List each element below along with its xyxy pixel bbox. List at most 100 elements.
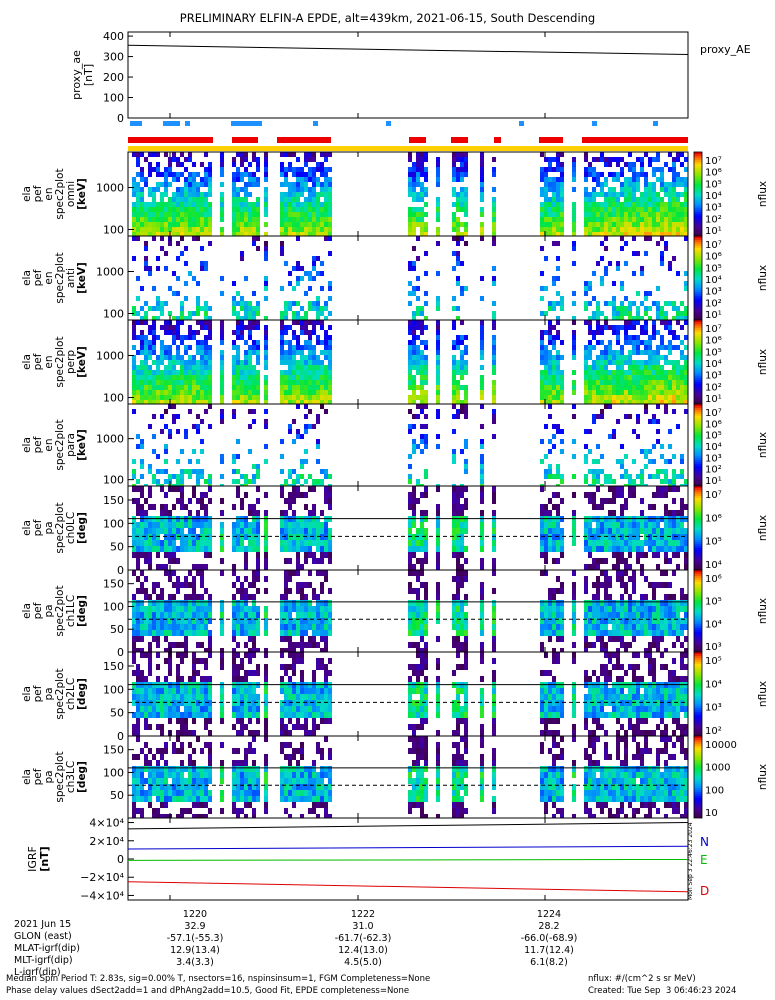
spectrogram-cell bbox=[168, 157, 172, 162]
spectrogram-cell bbox=[420, 409, 424, 414]
spectrogram-cell bbox=[152, 316, 156, 321]
spectrogram-cell bbox=[252, 236, 256, 241]
spectrogram-cell bbox=[148, 217, 152, 222]
spectrogram-cell bbox=[188, 192, 192, 197]
spectrogram-cell bbox=[300, 276, 304, 281]
spectrogram-cell bbox=[200, 570, 204, 576]
spectrogram-cell bbox=[656, 469, 660, 474]
colorbar-cell bbox=[694, 482, 702, 484]
spectrogram-cell bbox=[540, 395, 544, 400]
spectrogram-cell bbox=[152, 370, 156, 375]
spectrogram-cell bbox=[644, 152, 648, 157]
colorbar-cell bbox=[694, 188, 702, 190]
spectrogram-cell bbox=[612, 498, 616, 504]
spectrogram-cell bbox=[492, 316, 496, 321]
spectrogram-cell bbox=[680, 212, 684, 217]
spectrogram-cell bbox=[628, 479, 632, 484]
spectrogram-cell bbox=[616, 375, 620, 380]
spectrogram-cell bbox=[204, 370, 208, 375]
spectrogram-cell bbox=[408, 429, 412, 434]
spectrogram-cell bbox=[480, 648, 484, 654]
spectrogram-cell bbox=[412, 546, 416, 552]
spectrogram-cell bbox=[160, 400, 164, 405]
spectrogram-cell bbox=[424, 227, 428, 232]
spectrogram-cell bbox=[148, 162, 152, 167]
spectrogram-cell bbox=[600, 370, 604, 375]
spectrogram-cell bbox=[588, 350, 592, 355]
spectrogram-cell bbox=[452, 365, 456, 370]
spectrogram-cell bbox=[412, 192, 416, 197]
spectrogram-cell bbox=[164, 172, 168, 177]
spectrogram-cell bbox=[288, 345, 292, 350]
spectrogram-cell bbox=[176, 187, 180, 192]
colorbar-cell bbox=[694, 536, 702, 538]
spectrogram-cell bbox=[436, 385, 440, 390]
spectrogram-cell bbox=[420, 330, 424, 335]
spectrogram-cell bbox=[456, 522, 460, 528]
spectrogram-cell bbox=[248, 192, 252, 197]
spectrogram-cell bbox=[308, 365, 312, 370]
spectrogram-cell bbox=[312, 172, 316, 177]
spectrogram-cell bbox=[624, 202, 628, 207]
spectrogram-cell bbox=[460, 167, 464, 172]
spectrogram-cell bbox=[408, 504, 412, 510]
spectrogram-cell bbox=[176, 355, 180, 360]
colorbar-cell bbox=[694, 508, 702, 510]
spectrogram-cell bbox=[328, 197, 332, 202]
spectrogram-cell bbox=[680, 474, 684, 479]
spectrogram-cell bbox=[676, 197, 680, 202]
y-axis-label-line: [keV] bbox=[76, 429, 88, 461]
spectrogram-cell bbox=[644, 202, 648, 207]
spectrogram-cell bbox=[436, 606, 440, 612]
spectrogram-cell bbox=[464, 558, 468, 564]
spectrogram-cell bbox=[584, 400, 588, 405]
spectrogram-cell bbox=[608, 522, 612, 528]
spectrogram-cell bbox=[296, 276, 300, 281]
spectrogram-cell bbox=[300, 316, 304, 321]
spectrogram-cell bbox=[200, 576, 204, 582]
spectrogram-cell bbox=[680, 222, 684, 227]
spectrogram-cell bbox=[244, 316, 248, 321]
spectrogram-cell bbox=[620, 167, 624, 172]
spectrogram-cell bbox=[304, 187, 308, 192]
spectrogram-cell bbox=[248, 370, 252, 375]
spectrogram-cell bbox=[456, 642, 460, 648]
spectrogram-cell bbox=[328, 486, 332, 492]
spectrogram-cell bbox=[584, 350, 588, 355]
spectrogram-cell bbox=[180, 582, 184, 588]
colorbar-cell bbox=[694, 336, 702, 338]
spectrogram-cell bbox=[144, 606, 148, 612]
spectrogram-cell bbox=[640, 197, 644, 202]
spectrogram-cell bbox=[288, 227, 292, 232]
spectrogram-cell bbox=[280, 618, 284, 624]
spectrogram-cell bbox=[256, 385, 260, 390]
spectrogram-cell bbox=[420, 546, 424, 552]
spectrogram-cell bbox=[464, 335, 468, 340]
spectrogram-cell bbox=[140, 612, 144, 618]
spectrogram-cell bbox=[292, 606, 296, 612]
spectrogram-cell bbox=[680, 395, 684, 400]
spectrogram-cell bbox=[236, 187, 240, 192]
spectrogram-cell bbox=[464, 207, 468, 212]
spectrogram-cell bbox=[620, 510, 624, 516]
spectrogram-cell bbox=[304, 152, 308, 157]
spectrogram-cell bbox=[192, 576, 196, 582]
spectrogram-cell bbox=[672, 212, 676, 217]
spectrogram-cell bbox=[452, 212, 456, 217]
spectrogram-cell bbox=[592, 232, 596, 237]
spectrogram-cell bbox=[572, 345, 576, 350]
spectrogram-cell bbox=[180, 498, 184, 504]
spectrogram-cell bbox=[480, 588, 484, 594]
spectrogram-cell bbox=[280, 606, 284, 612]
spectrogram-cell bbox=[156, 395, 160, 400]
spectrogram-cell bbox=[292, 419, 296, 424]
spectrogram-cell bbox=[264, 444, 268, 449]
spectrogram-cell bbox=[308, 534, 312, 540]
spectrogram-cell bbox=[652, 504, 656, 510]
spectrogram-cell bbox=[156, 624, 160, 630]
spectrogram-cell bbox=[172, 330, 176, 335]
spectrogram-cell bbox=[412, 316, 416, 321]
spectrogram-cell bbox=[148, 564, 152, 570]
spectrogram-cell bbox=[140, 464, 144, 469]
spectrogram-cell bbox=[680, 192, 684, 197]
